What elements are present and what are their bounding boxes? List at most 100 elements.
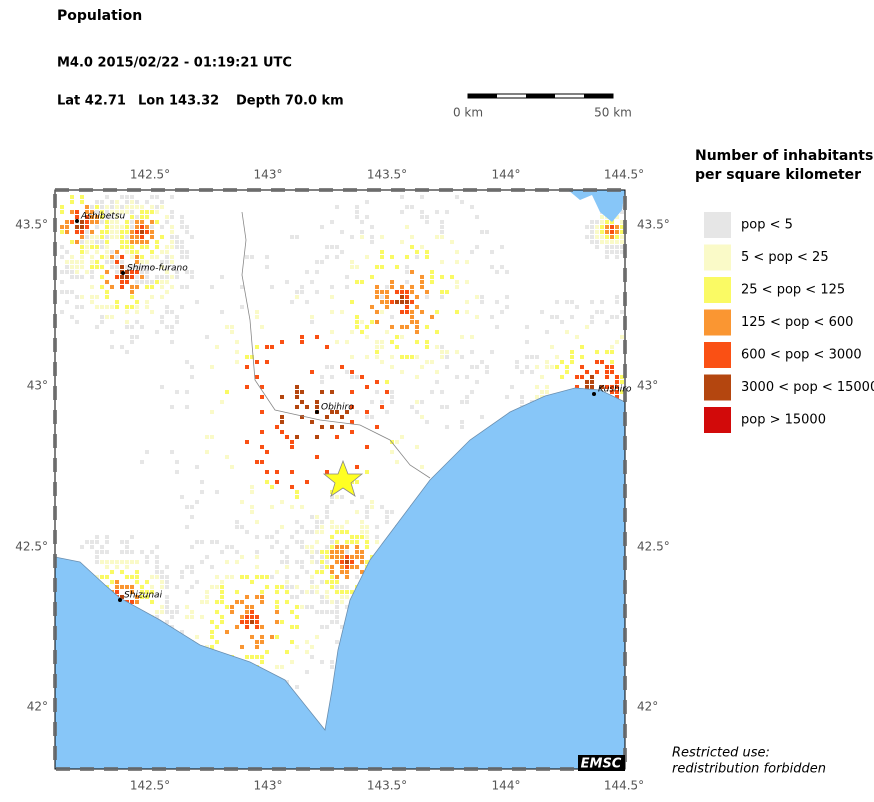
population-cell xyxy=(130,255,134,259)
population-cell xyxy=(320,520,324,524)
population-cell xyxy=(85,210,89,214)
population-cell xyxy=(145,555,149,559)
population-cell xyxy=(135,240,139,244)
population-cell xyxy=(105,205,109,209)
population-cell xyxy=(300,390,304,394)
population-cell xyxy=(465,260,469,264)
population-cell xyxy=(235,625,239,629)
population-cell xyxy=(290,300,294,304)
population-cell xyxy=(90,220,94,224)
population-cell xyxy=(85,250,89,254)
population-cell xyxy=(130,200,134,204)
population-cell xyxy=(205,590,209,594)
population-cell xyxy=(95,305,99,309)
population-cell xyxy=(520,370,524,374)
population-cell xyxy=(135,305,139,309)
population-cell xyxy=(570,360,574,364)
population-cell xyxy=(415,355,419,359)
population-cell xyxy=(345,570,349,574)
population-cell xyxy=(380,300,384,304)
population-cell xyxy=(155,330,159,334)
population-cell xyxy=(180,630,184,634)
population-cell xyxy=(135,560,139,564)
population-cell xyxy=(295,385,299,389)
population-cell xyxy=(475,215,479,219)
population-cell xyxy=(585,225,589,229)
population-cell xyxy=(135,570,139,574)
population-cell xyxy=(615,240,619,244)
population-cell xyxy=(150,220,154,224)
population-cell xyxy=(335,580,339,584)
population-cell xyxy=(395,335,399,339)
population-cell xyxy=(400,335,404,339)
legend-swatch xyxy=(704,309,731,336)
population-cell xyxy=(140,220,144,224)
population-cell xyxy=(390,390,394,394)
population-cell xyxy=(620,225,624,229)
population-cell xyxy=(275,620,279,624)
population-cell xyxy=(115,255,119,259)
population-cell xyxy=(360,330,364,334)
population-cell xyxy=(370,415,374,419)
population-cell xyxy=(610,240,614,244)
population-cell xyxy=(440,260,444,264)
population-cell xyxy=(250,505,254,509)
population-cell xyxy=(245,255,249,259)
population-cell xyxy=(445,365,449,369)
population-cell xyxy=(230,610,234,614)
population-cell xyxy=(95,560,99,564)
population-cell xyxy=(325,255,329,259)
population-cell xyxy=(195,500,199,504)
population-cell xyxy=(395,460,399,464)
population-cell xyxy=(105,550,109,554)
population-cell xyxy=(265,585,269,589)
population-cell xyxy=(415,410,419,414)
population-cell xyxy=(475,365,479,369)
population-cell xyxy=(385,380,389,384)
population-cell xyxy=(100,560,104,564)
population-cell xyxy=(585,235,589,239)
population-cell xyxy=(75,305,79,309)
population-cell xyxy=(615,340,619,344)
population-cell xyxy=(330,285,334,289)
city-dot xyxy=(75,219,79,223)
population-cell xyxy=(340,555,344,559)
population-cell xyxy=(105,315,109,319)
population-cell xyxy=(440,390,444,394)
population-cell xyxy=(365,515,369,519)
population-cell xyxy=(160,575,164,579)
population-cell xyxy=(165,565,169,569)
population-cell xyxy=(80,545,84,549)
population-cell xyxy=(120,205,124,209)
population-cell xyxy=(325,580,329,584)
population-cell xyxy=(155,255,159,259)
population-cell xyxy=(80,275,84,279)
population-cell xyxy=(360,230,364,234)
population-cell xyxy=(265,360,269,364)
population-cell xyxy=(560,360,564,364)
population-cell xyxy=(345,560,349,564)
population-cell xyxy=(255,595,259,599)
population-cell xyxy=(585,380,589,384)
population-cell xyxy=(425,215,429,219)
population-cell xyxy=(440,225,444,229)
population-cell xyxy=(335,525,339,529)
population-cell xyxy=(615,235,619,239)
population-cell xyxy=(130,195,134,199)
population-cell xyxy=(95,265,99,269)
population-cell xyxy=(115,560,119,564)
population-cell xyxy=(145,595,149,599)
population-cell xyxy=(620,390,624,394)
population-cell xyxy=(335,585,339,589)
population-cell xyxy=(340,230,344,234)
population-cell xyxy=(160,225,164,229)
population-cell xyxy=(370,505,374,509)
lon-tick-label: 143° xyxy=(254,168,283,182)
population-cell xyxy=(125,250,129,254)
population-cell xyxy=(175,390,179,394)
population-cell xyxy=(155,555,159,559)
river xyxy=(241,211,431,479)
population-cell xyxy=(290,595,294,599)
population-cell xyxy=(300,335,304,339)
population-cell xyxy=(340,600,344,604)
